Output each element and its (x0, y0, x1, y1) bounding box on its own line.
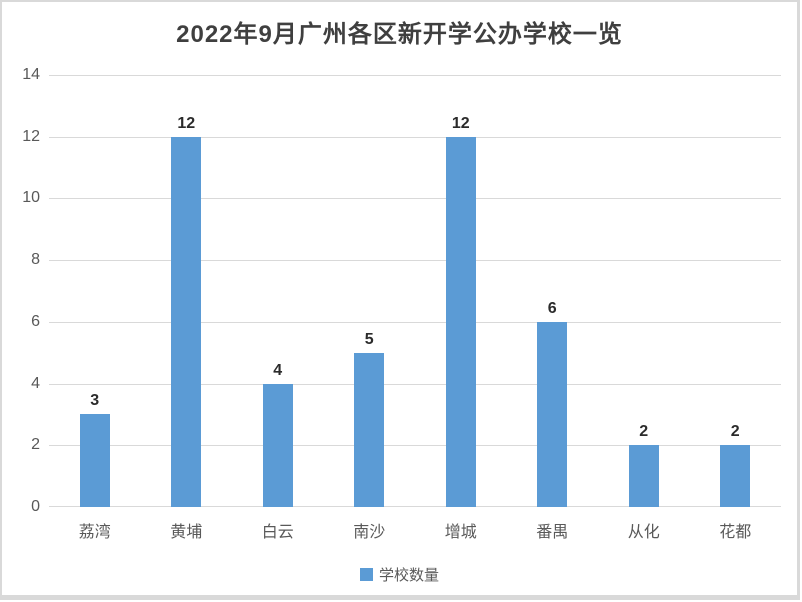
bar-column: 2 (690, 75, 782, 507)
gridline (49, 75, 781, 76)
x-axis-labels: 荔湾 黄埔 白云 南沙 增城 番禺 从化 花都 (49, 518, 781, 542)
x-tick-label: 增城 (444, 524, 477, 541)
gridline (49, 260, 781, 262)
data-label: 3 (90, 392, 100, 410)
chart-title: 2022年9月广州各区新开学公办学校一览 (176, 21, 623, 48)
data-label: 4 (273, 361, 283, 379)
bar (79, 414, 110, 507)
data-label: 2 (730, 423, 740, 441)
legend-marker-icon (359, 568, 373, 581)
x-tick-label: 黄埔 (170, 524, 203, 541)
y-tick-label: 8 (31, 251, 40, 269)
x-tick-label: 白云 (261, 524, 294, 541)
x-tick-label: 从化 (627, 524, 660, 541)
bar-column: 12 (141, 75, 233, 507)
y-tick-label: 4 (31, 374, 40, 392)
data-label: 12 (451, 114, 470, 132)
y-tick-label: 14 (22, 66, 40, 83)
bar-column: 4 (232, 75, 324, 507)
bar (262, 383, 293, 507)
y-tick-label: 6 (31, 312, 40, 330)
gridline (49, 198, 781, 200)
legend: 学校数量 (2, 564, 797, 585)
bar-column: 3 (49, 75, 141, 507)
x-axis-line (49, 506, 781, 507)
gridline (49, 445, 781, 447)
bar (445, 136, 476, 507)
legend-label: 学校数量 (378, 567, 439, 584)
x-tick-label: 南沙 (353, 524, 386, 541)
bar-column: 12 (415, 75, 507, 507)
gridline (49, 321, 781, 323)
y-tick-label: 10 (22, 189, 40, 207)
bar (171, 136, 202, 507)
data-label: 2 (639, 423, 649, 441)
bar (628, 445, 659, 507)
data-label: 5 (364, 330, 374, 348)
bars: 3 12 4 5 12 6 2 2 (49, 75, 781, 507)
bar-column: 2 (598, 75, 690, 507)
y-tick-label: 2 (31, 436, 40, 454)
y-tick-label: 0 (31, 498, 40, 515)
x-tick-label: 花都 (719, 524, 752, 541)
bar (720, 445, 751, 507)
bar-column: 6 (507, 75, 599, 507)
gridline (49, 136, 781, 138)
gridline (49, 383, 781, 385)
data-label: 6 (547, 299, 557, 317)
bar-column: 5 (324, 75, 416, 507)
data-label: 12 (177, 114, 196, 132)
plot-area: 3 12 4 5 12 6 2 2 (49, 75, 781, 507)
bar (537, 321, 568, 507)
x-tick-label: 荔湾 (78, 524, 111, 541)
bar (354, 352, 385, 507)
y-tick-label: 12 (22, 127, 40, 145)
x-tick-label: 番禺 (536, 524, 569, 541)
